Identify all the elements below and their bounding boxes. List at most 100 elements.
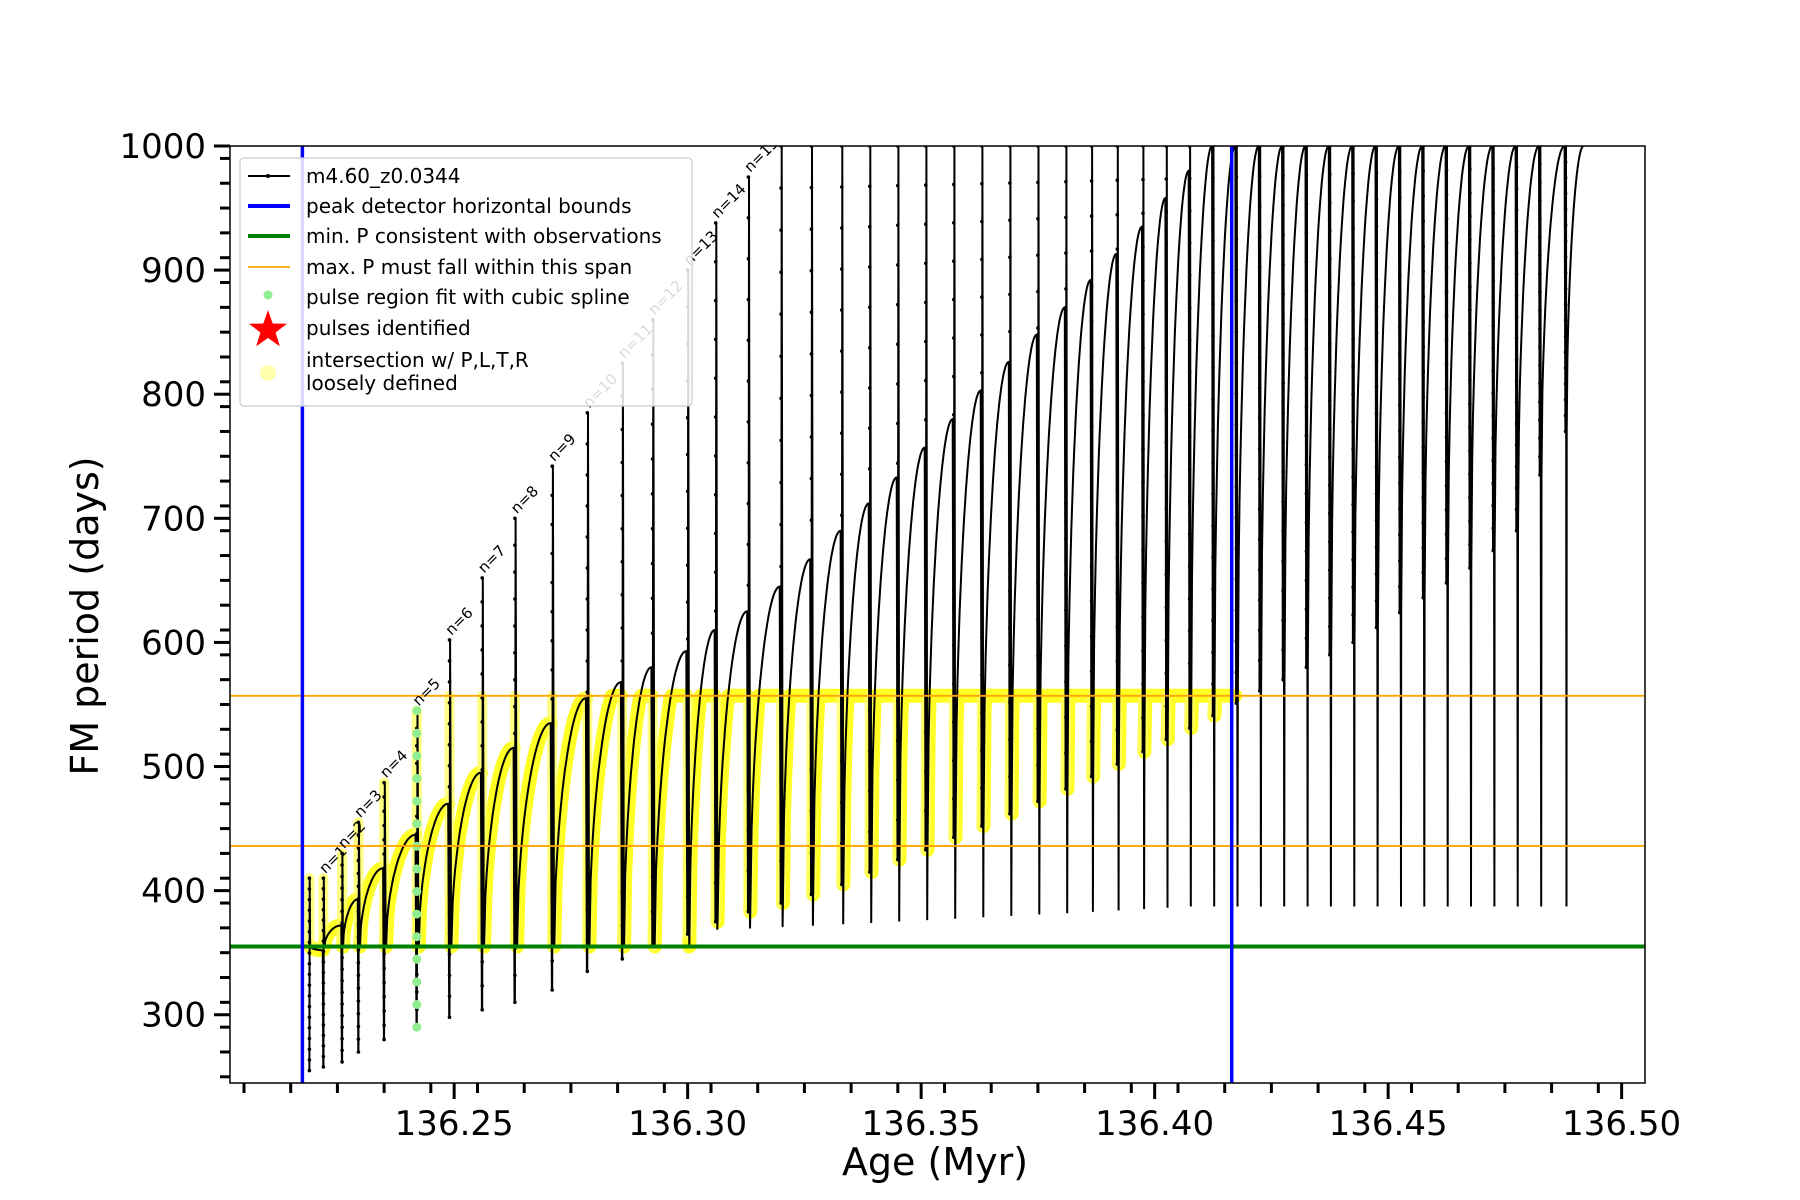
model-track-point bbox=[480, 696, 485, 700]
legend-label: pulse region fit with cubic spline bbox=[306, 285, 630, 309]
model-track-point bbox=[1304, 549, 1309, 554]
spline-fit-point bbox=[412, 977, 422, 987]
model-track-point bbox=[1234, 484, 1239, 489]
model-track-point bbox=[868, 587, 872, 592]
model-track-point bbox=[1374, 224, 1379, 229]
model-track-point bbox=[1563, 429, 1568, 434]
model-track-point bbox=[1187, 596, 1192, 601]
model-track-point bbox=[321, 991, 326, 996]
model-track-point bbox=[1538, 162, 1542, 167]
model-track-point bbox=[1089, 564, 1094, 569]
model-track-point bbox=[1257, 598, 1262, 602]
model-track-point bbox=[1421, 570, 1425, 575]
model-track-point bbox=[1444, 581, 1449, 585]
model-track-point bbox=[1491, 391, 1495, 396]
model-track-point bbox=[809, 435, 814, 439]
x-tick-label: 136.40 bbox=[1095, 1104, 1214, 1144]
model-track-point bbox=[746, 583, 751, 587]
model-track-point bbox=[620, 791, 625, 796]
model-track-point bbox=[321, 897, 326, 901]
model-track-point bbox=[1257, 204, 1262, 209]
y-tick-label: 800 bbox=[141, 375, 206, 415]
model-track-point bbox=[1008, 515, 1012, 519]
model-track-point bbox=[1563, 239, 1568, 243]
model-track-point bbox=[1089, 179, 1094, 183]
model-track-point bbox=[1398, 507, 1402, 511]
model-track-point bbox=[713, 298, 718, 303]
model-track-segment bbox=[1008, 146, 1039, 916]
model-track-point bbox=[1328, 653, 1332, 657]
model-track-point bbox=[620, 593, 625, 597]
model-track-point bbox=[1036, 726, 1040, 731]
model-track-point bbox=[1491, 458, 1495, 463]
model-track-point bbox=[1036, 399, 1040, 403]
model-track-point bbox=[1328, 455, 1332, 459]
model-track-point bbox=[1421, 244, 1425, 249]
model-track-point bbox=[840, 267, 844, 271]
model-track-point bbox=[924, 339, 928, 344]
model-track-segment bbox=[1116, 146, 1144, 911]
model-track-segment bbox=[868, 146, 899, 924]
model-track-layer bbox=[308, 146, 1584, 1071]
model-track-point bbox=[1374, 599, 1379, 603]
model-track-point bbox=[1008, 589, 1012, 593]
model-track-point bbox=[1491, 211, 1495, 216]
model-track-point bbox=[1115, 315, 1120, 320]
model-track-point bbox=[1187, 208, 1192, 213]
model-track-point bbox=[480, 720, 485, 724]
model-track-point bbox=[650, 492, 655, 496]
model-track-point bbox=[620, 890, 625, 895]
legend-swatch-dot bbox=[266, 174, 270, 178]
model-track-point bbox=[809, 518, 814, 522]
model-track-point bbox=[1374, 197, 1379, 202]
model-track-point bbox=[1234, 577, 1239, 582]
model-track-point bbox=[1257, 356, 1262, 360]
model-track-point bbox=[340, 909, 344, 914]
model-track-point bbox=[382, 1023, 386, 1028]
model-track-point bbox=[1304, 289, 1309, 293]
model-track-point bbox=[868, 708, 872, 713]
model-track-point bbox=[1468, 308, 1472, 312]
model-track-point bbox=[1374, 438, 1379, 443]
model-track-point bbox=[1036, 435, 1040, 440]
model-track-point bbox=[356, 973, 361, 978]
model-track-point bbox=[1036, 180, 1040, 185]
model-track-point bbox=[1514, 293, 1519, 298]
model-track-point bbox=[513, 839, 517, 843]
model-track-point bbox=[1398, 377, 1402, 382]
model-track-point bbox=[779, 859, 783, 863]
model-track-point bbox=[779, 817, 783, 821]
model-track-point bbox=[1211, 429, 1215, 433]
spline-fit-point bbox=[412, 706, 422, 716]
model-track-point bbox=[650, 735, 655, 740]
model-track-point bbox=[868, 345, 872, 350]
spline-fit-point bbox=[412, 864, 422, 874]
y-tick-label: 400 bbox=[141, 872, 206, 912]
model-track-point bbox=[1187, 499, 1192, 504]
model-track-point bbox=[307, 994, 312, 998]
model-track-point bbox=[1211, 175, 1215, 180]
legend-label: loosely defined bbox=[306, 371, 458, 395]
model-track-point bbox=[1257, 568, 1262, 572]
model-track-segment bbox=[1064, 146, 1093, 914]
model-track-point bbox=[1115, 384, 1120, 389]
model-track-point bbox=[550, 551, 554, 556]
model-track-point bbox=[1187, 338, 1192, 342]
model-track-point bbox=[307, 983, 312, 987]
model-track-point bbox=[896, 461, 900, 466]
model-track-point bbox=[415, 902, 419, 906]
model-track-point bbox=[1211, 397, 1215, 402]
model-track-point bbox=[1257, 235, 1262, 239]
model-track-point bbox=[713, 648, 718, 652]
model-track-point bbox=[1398, 247, 1402, 252]
model-track-point bbox=[1008, 478, 1012, 482]
model-track-point bbox=[809, 185, 814, 190]
model-track-point bbox=[1281, 351, 1285, 356]
model-track-point bbox=[1421, 470, 1425, 475]
x-tick-label: 136.50 bbox=[1562, 1104, 1681, 1144]
model-track-point bbox=[585, 690, 590, 694]
model-track-point bbox=[513, 651, 517, 655]
model-track-point bbox=[1234, 360, 1239, 365]
model-track-point bbox=[480, 744, 485, 748]
